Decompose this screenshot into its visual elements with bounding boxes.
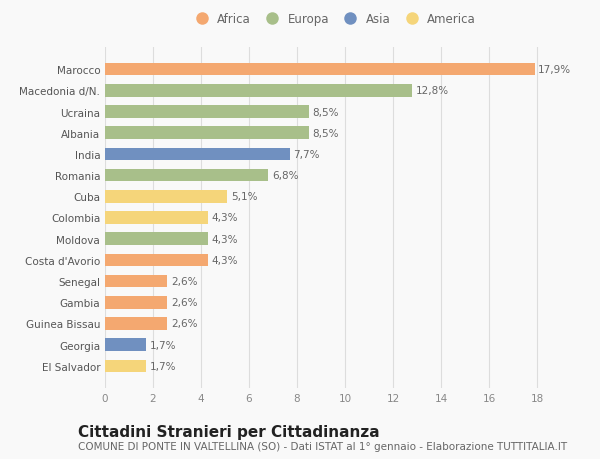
Text: 8,5%: 8,5% xyxy=(313,129,339,139)
Bar xyxy=(105,233,208,246)
Bar xyxy=(105,169,268,182)
Legend: Africa, Europa, Asia, America: Africa, Europa, Asia, America xyxy=(190,13,476,26)
Text: 8,5%: 8,5% xyxy=(313,107,339,117)
Text: 2,6%: 2,6% xyxy=(171,297,197,308)
Bar xyxy=(105,275,167,288)
Text: 4,3%: 4,3% xyxy=(212,234,238,244)
Text: 6,8%: 6,8% xyxy=(272,171,298,181)
Bar xyxy=(105,85,412,97)
Text: 4,3%: 4,3% xyxy=(212,255,238,265)
Bar xyxy=(105,64,535,76)
Bar xyxy=(105,212,208,224)
Bar xyxy=(105,190,227,203)
Bar xyxy=(105,360,146,372)
Text: COMUNE DI PONTE IN VALTELLINA (SO) - Dati ISTAT al 1° gennaio - Elaborazione TUT: COMUNE DI PONTE IN VALTELLINA (SO) - Dat… xyxy=(78,441,567,451)
Text: Cittadini Stranieri per Cittadinanza: Cittadini Stranieri per Cittadinanza xyxy=(78,424,380,439)
Text: 12,8%: 12,8% xyxy=(416,86,449,96)
Text: 4,3%: 4,3% xyxy=(212,213,238,223)
Text: 2,6%: 2,6% xyxy=(171,276,197,286)
Text: 17,9%: 17,9% xyxy=(538,65,571,75)
Bar xyxy=(105,106,309,118)
Bar xyxy=(105,254,208,267)
Bar xyxy=(105,296,167,309)
Text: 1,7%: 1,7% xyxy=(149,340,176,350)
Bar xyxy=(105,339,146,351)
Text: 2,6%: 2,6% xyxy=(171,319,197,329)
Bar xyxy=(105,318,167,330)
Text: 5,1%: 5,1% xyxy=(231,192,257,202)
Text: 1,7%: 1,7% xyxy=(149,361,176,371)
Bar xyxy=(105,127,309,140)
Bar xyxy=(105,148,290,161)
Text: 7,7%: 7,7% xyxy=(293,150,320,160)
